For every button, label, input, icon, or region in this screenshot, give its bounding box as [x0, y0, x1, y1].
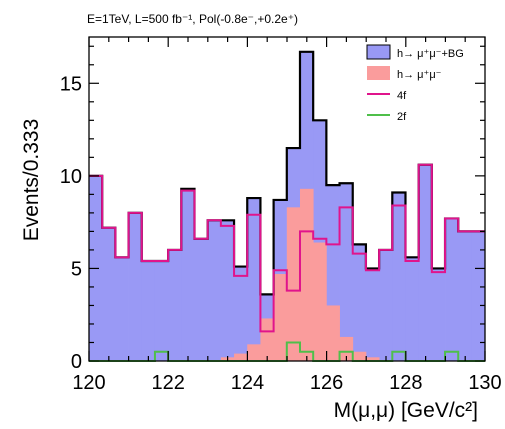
chart-title: E=1TeV, L=500 fb⁻¹, Pol(-0.8e⁻,+0.2e⁺)	[87, 12, 298, 26]
histogram-bar	[405, 257, 420, 361]
histogram-bar	[471, 231, 486, 361]
histogram-bar	[247, 344, 261, 361]
histogram-bar	[234, 266, 248, 361]
histogram-bar	[273, 273, 288, 361]
histogram-bar	[352, 244, 367, 361]
y-tick-label: 10	[60, 166, 82, 188]
x-axis-label: M(μ,μ) [GeV/c²]	[334, 399, 478, 422]
y-tick-label: 0	[71, 351, 82, 373]
histogram-bar	[352, 351, 367, 361]
histogram-bar	[431, 268, 446, 361]
x-tick-label: 130	[468, 372, 501, 394]
histogram-bar	[220, 220, 235, 361]
histogram-bar	[181, 188, 195, 361]
histogram-bar	[234, 353, 248, 361]
histogram-bar	[128, 212, 143, 361]
histogram-bar	[365, 357, 380, 361]
histogram-bar	[418, 164, 433, 361]
y-tick-label: 15	[60, 73, 82, 95]
histogram-bar	[154, 261, 169, 361]
histogram-bar	[115, 257, 129, 361]
x-tick-label: 122	[152, 372, 185, 394]
histogram-bar	[313, 242, 327, 361]
histogram-bar	[379, 249, 393, 361]
histogram-bar	[326, 305, 340, 361]
histogram-bar	[260, 318, 275, 361]
y-axis-label: Events/0.333	[20, 119, 43, 242]
legend-label: h→ μ⁺μ⁻	[397, 69, 442, 81]
series-line-2	[89, 163, 485, 333]
legend-label: 4f	[397, 90, 407, 102]
histogram-bar	[102, 227, 116, 361]
legend-swatch	[366, 44, 391, 60]
histogram-bar	[339, 183, 354, 361]
histogram-bar	[168, 249, 182, 361]
x-tick-label: 128	[389, 372, 422, 394]
x-tick-label: 126	[310, 372, 343, 394]
histogram-bar	[247, 198, 261, 361]
histogram-bar	[339, 336, 354, 361]
legend-label: 2f	[397, 111, 407, 123]
legend: h→ μ⁺μ⁻+BG h→ μ⁺μ⁻ 4f 2f	[366, 44, 464, 123]
legend-swatch	[367, 66, 390, 80]
histogram-bar	[445, 218, 459, 361]
x-tick-label: 120	[72, 372, 105, 394]
histogram-bar	[299, 188, 314, 361]
histogram-bar	[458, 231, 472, 361]
x-tick-label: 124	[231, 372, 264, 394]
histogram-bar	[194, 238, 209, 361]
histogram-bar	[392, 192, 406, 361]
histogram-bar	[141, 261, 156, 361]
y-tick-label: 5	[71, 258, 82, 280]
legend-label: h→ μ⁺μ⁻+BG	[397, 48, 464, 60]
histogram-bar	[207, 220, 222, 361]
histogram-bar	[286, 207, 301, 361]
histogram-bar	[365, 268, 380, 361]
